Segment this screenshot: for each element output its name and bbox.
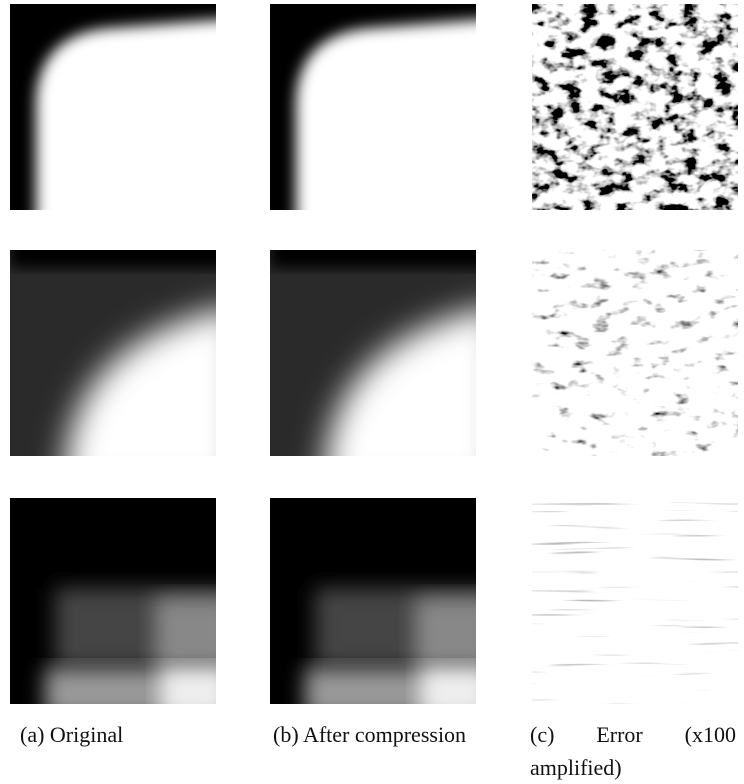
page: (a) Original (b) After compression (c) E… — [0, 0, 744, 784]
original-1 — [10, 4, 240, 234]
caption: (c) Error (x100 amplified) — [530, 718, 736, 784]
compressed-2 — [270, 240, 500, 490]
error-1 — [532, 4, 738, 210]
original-3 — [10, 498, 235, 715]
error-3 — [532, 498, 738, 704]
original-2 — [10, 240, 240, 490]
compressed-1 — [270, 4, 500, 234]
error-2 — [532, 250, 738, 456]
caption: (a) Original — [20, 718, 226, 751]
compressed-3 — [270, 498, 495, 715]
figure-images — [0, 0, 744, 715]
caption: (b) After compression — [273, 718, 479, 751]
